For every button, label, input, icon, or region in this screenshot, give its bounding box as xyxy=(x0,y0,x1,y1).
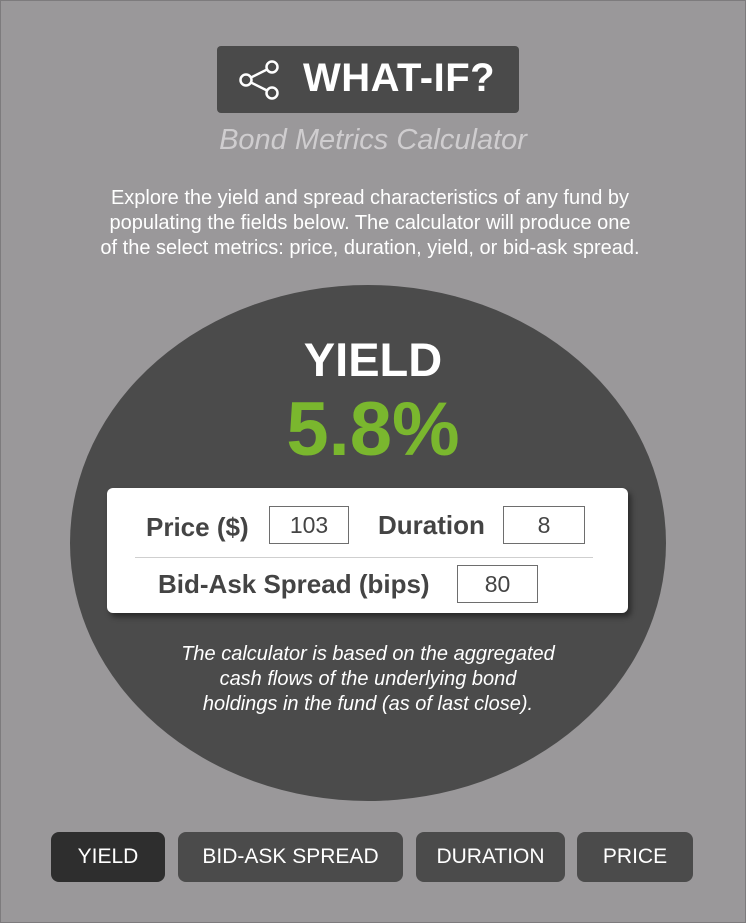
duration-input[interactable] xyxy=(503,506,585,544)
price-input[interactable] xyxy=(269,506,349,544)
page-title: WHAT-IF? xyxy=(303,56,496,100)
metric-label: YIELD xyxy=(303,333,443,386)
title-banner: WHAT-IF? xyxy=(217,46,519,113)
note-line: cash flows of the underlying bond xyxy=(219,668,517,690)
input-panel: Price ($) Duration Bid-Ask Spread (bips) xyxy=(107,488,628,613)
intro-line: of the select metrics: price, duration, … xyxy=(100,237,640,259)
note-line: holdings in the fund (as of last close). xyxy=(202,693,534,715)
tab-yield[interactable]: YIELD xyxy=(51,832,165,882)
intro-text: Explore the yield and spread characteris… xyxy=(60,186,680,261)
tab-bid-ask-spread[interactable]: BID-ASK SPREAD xyxy=(178,832,403,882)
spread-input[interactable] xyxy=(457,565,538,603)
price-label: Price ($) xyxy=(146,512,249,542)
tab-duration[interactable]: DURATION xyxy=(416,832,565,882)
note-line: The calculator is based on the aggregate… xyxy=(181,643,555,665)
page-subtitle: Bond Metrics Calculator xyxy=(219,124,527,156)
tab-price[interactable]: PRICE xyxy=(577,832,693,882)
share-icon[interactable] xyxy=(237,60,281,100)
panel-divider xyxy=(135,557,593,558)
spread-label: Bid-Ask Spread (bips) xyxy=(158,569,430,599)
intro-line: Explore the yield and spread characteris… xyxy=(110,187,630,209)
intro-line: populating the fields below. The calcula… xyxy=(109,212,631,234)
calculator-note: The calculator is based on the aggregate… xyxy=(140,642,596,717)
duration-label: Duration xyxy=(378,510,485,540)
metric-value: 5.8% xyxy=(286,387,460,472)
